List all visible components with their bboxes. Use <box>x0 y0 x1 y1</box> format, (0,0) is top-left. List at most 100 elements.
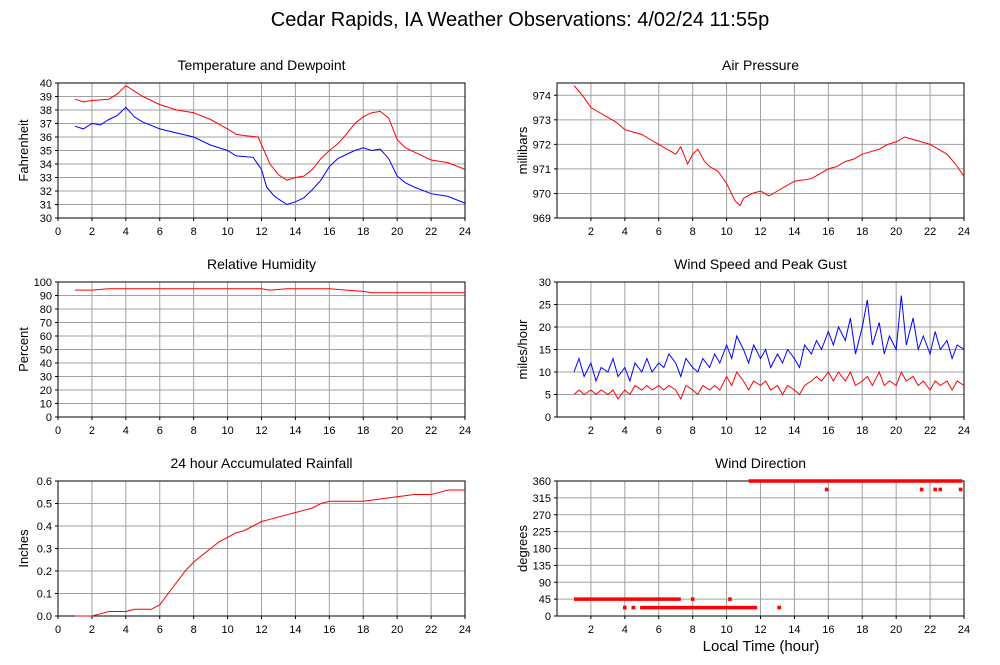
humidity-xtick-label: 12 <box>255 425 267 437</box>
temp-ytick-label: 39 <box>40 92 52 104</box>
pressure-xtick-label: 4 <box>622 226 628 238</box>
temp-ytick-label: 33 <box>40 173 52 185</box>
temp-ytick-label: 32 <box>40 186 52 198</box>
winddir-point <box>631 605 636 610</box>
winddir-ytick-label: 360 <box>533 476 551 488</box>
rain-ytick-label: 0.1 <box>37 589 52 601</box>
temp-series-0 <box>74 85 466 181</box>
winddir-point <box>938 487 943 492</box>
temp-title: Temperature and Dewpoint <box>177 57 345 73</box>
humidity-ytick-label: 10 <box>40 399 52 411</box>
humidity-xtick-label: 24 <box>459 425 471 437</box>
wind-ytick-label: 25 <box>539 300 551 312</box>
temp-ytick-label: 35 <box>40 146 52 158</box>
humidity-xtick-label: 0 <box>55 425 61 437</box>
temp-ytick-label: 36 <box>40 132 52 144</box>
temp-xtick-label: 16 <box>323 226 335 238</box>
rain-ytick-label: 0.2 <box>37 566 52 578</box>
pressure-xtick-label: 20 <box>890 226 902 238</box>
rain-ytick-label: 0.0 <box>37 611 52 623</box>
humidity-xtick-label: 2 <box>89 425 95 437</box>
temp-xtick-label: 6 <box>157 226 163 238</box>
rain-ylabel: Inches <box>16 529 31 568</box>
winddir-ylabel: degrees <box>515 525 530 572</box>
page-title: Cedar Rapids, IA Weather Observations: 4… <box>271 9 769 31</box>
humidity-ylabel: Percent <box>16 327 31 372</box>
temp-ytick-label: 38 <box>40 105 52 117</box>
temp-ytick-label: 34 <box>40 159 52 171</box>
wind-xtick-label: 12 <box>754 425 766 437</box>
humidity-ytick-label: 40 <box>40 358 52 370</box>
pressure-xtick-label: 22 <box>924 226 936 238</box>
humidity-xtick-label: 4 <box>123 425 129 437</box>
winddir-xtick-label: 8 <box>690 624 696 636</box>
winddir-xtick-label: 6 <box>656 624 662 636</box>
pressure-ytick-label: 974 <box>533 90 551 102</box>
rain-xtick-label: 22 <box>425 624 437 636</box>
rain-xtick-label: 8 <box>191 624 197 636</box>
rain-xtick-label: 12 <box>255 624 267 636</box>
temp-xtick-label: 2 <box>89 226 95 238</box>
humidity-xtick-label: 8 <box>191 425 197 437</box>
pressure-ytick-label: 969 <box>533 213 551 225</box>
temp-xtick-label: 4 <box>123 226 129 238</box>
pressure-xtick-label: 6 <box>656 226 662 238</box>
wind-xtick-label: 10 <box>720 425 732 437</box>
winddir-point <box>958 487 963 492</box>
rain-ytick-label: 0.4 <box>37 521 52 533</box>
temp-xtick-label: 24 <box>459 226 471 238</box>
rain-xtick-label: 14 <box>289 624 301 636</box>
temp-xtick-label: 22 <box>425 226 437 238</box>
winddir-ytick-label: 315 <box>533 493 551 505</box>
rain-xtick-label: 4 <box>123 624 129 636</box>
rain-xtick-label: 20 <box>391 624 403 636</box>
humidity-title: Relative Humidity <box>207 256 316 272</box>
temp-ytick-label: 37 <box>40 119 52 131</box>
humidity-ytick-label: 50 <box>40 345 52 357</box>
wind-xtick-label: 6 <box>656 425 662 437</box>
wind-xtick-label: 16 <box>822 425 834 437</box>
temp-xtick-label: 20 <box>391 226 403 238</box>
winddir-xtick-label: 12 <box>754 624 766 636</box>
pressure-xtick-label: 24 <box>958 226 970 238</box>
winddir-ytick-label: 0 <box>545 611 551 623</box>
temp-xtick-label: 14 <box>289 226 301 238</box>
temp-xtick-label: 10 <box>221 226 233 238</box>
temp-xtick-label: 0 <box>55 226 61 238</box>
humidity-xtick-label: 14 <box>289 425 301 437</box>
wind-xtick-label: 20 <box>890 425 902 437</box>
wind-title: Wind Speed and Peak Gust <box>674 256 847 272</box>
wind-xtick-label: 22 <box>924 425 936 437</box>
humidity-ytick-label: 30 <box>40 372 52 384</box>
rain-series-0 <box>75 489 465 617</box>
pressure-xtick-label: 14 <box>788 226 800 238</box>
humidity-ytick-label: 20 <box>40 385 52 397</box>
temp-xtick-label: 12 <box>255 226 267 238</box>
wind-xtick-label: 2 <box>588 425 594 437</box>
winddir-xtick-label: 2 <box>588 624 594 636</box>
wind-series-1 <box>573 370 965 401</box>
wind-xtick-label: 14 <box>788 425 800 437</box>
humidity-xtick-label: 20 <box>391 425 403 437</box>
winddir-xtick-label: 20 <box>890 624 902 636</box>
wind-xtick-label: 24 <box>958 425 970 437</box>
pressure-xtick-label: 16 <box>822 226 834 238</box>
winddir-xtick-label: 22 <box>924 624 936 636</box>
pressure-ytick-label: 970 <box>533 188 551 200</box>
temp-ytick-label: 30 <box>40 213 52 225</box>
wind-xtick-label: 8 <box>690 425 696 437</box>
winddir-xtick-label: 16 <box>822 624 834 636</box>
wind-ylabel: miles/hour <box>515 319 530 380</box>
rain-xtick-label: 0 <box>55 624 61 636</box>
wind-ytick-label: 10 <box>539 367 551 379</box>
wind-ytick-label: 20 <box>539 322 551 334</box>
wind-ytick-label: 5 <box>545 390 551 402</box>
wind-xtick-label: 4 <box>622 425 628 437</box>
pressure-ytick-label: 972 <box>533 139 551 151</box>
